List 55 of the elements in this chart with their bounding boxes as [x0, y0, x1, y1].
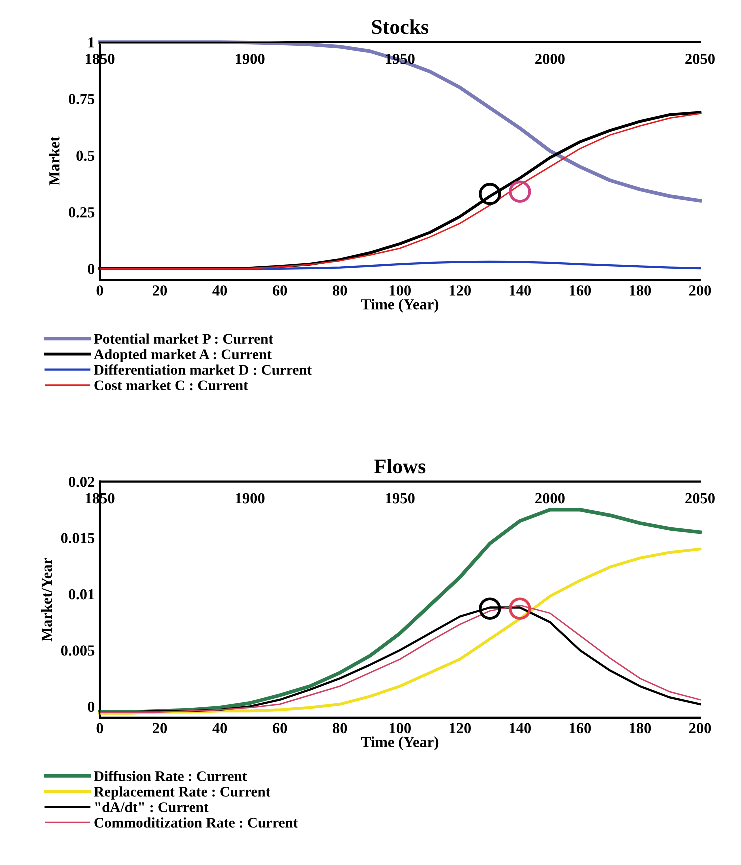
x-tick-label: 20: [153, 286, 168, 296]
y-tick-label: 0.75: [69, 94, 95, 105]
y-tick-label: 0.25: [69, 207, 95, 218]
x2-tick-label: 1950: [386, 493, 415, 504]
y-tick-label: 0.02: [69, 476, 95, 488]
y-tick-label: 0.015: [61, 533, 95, 544]
x-tick-label: 80: [332, 286, 348, 296]
legend-label: Commoditization Rate : Current: [94, 818, 298, 828]
x-tick-label: 0: [96, 723, 104, 734]
legend-label: Replacement Rate : Current: [94, 786, 271, 800]
x2-tick-label: 1900: [236, 493, 265, 504]
x-tick-label: 120: [450, 286, 472, 296]
x2-tick-label: 2000: [536, 493, 565, 504]
legend-label: "dA/dt" : Current: [96, 802, 209, 812]
x-tick-label: 120: [450, 723, 472, 734]
x2-tick-label: 1900: [236, 54, 265, 64]
legend-label: Cost market C : Current: [94, 380, 248, 391]
x-tick-label: 160: [570, 286, 592, 296]
x-tick-label: 180: [630, 286, 652, 296]
y-tick-label: 0: [88, 264, 95, 274]
y-tick-label: 0.01: [69, 589, 94, 600]
x-tick-label: 180: [630, 723, 652, 734]
x-tick-label: 60: [272, 286, 288, 296]
chart-title: Stocks: [372, 20, 429, 34]
x-tick-label: 80: [332, 723, 348, 734]
x-tick-label: 100: [390, 286, 412, 296]
x-tick-label: 20: [153, 723, 168, 734]
x-tick-label: 200: [689, 286, 712, 296]
y-axis-title: Market: [49, 136, 60, 186]
x-tick-label: 40: [212, 286, 228, 296]
chart-title: Flows: [374, 459, 426, 474]
x-tick-label: 200: [689, 723, 712, 734]
legend-label: Diffusion Rate : Current: [94, 770, 248, 782]
x-axis-title: Time (Year): [361, 736, 439, 751]
x-tick-label: 40: [212, 723, 228, 734]
x-tick-label: 160: [570, 723, 592, 734]
x-tick-label: 100: [390, 723, 412, 734]
y-tick-label: 0.005: [61, 646, 95, 656]
legend-label: Potential market P : Current: [94, 334, 274, 344]
y-tick-label: 0.5: [76, 150, 95, 162]
x2-tick-label: 2000: [536, 54, 565, 64]
legend-label: Adopted market A : Current: [94, 349, 272, 362]
x-tick-label: 60: [272, 723, 288, 734]
x2-tick-label: 1950: [386, 54, 415, 64]
x2-tick-label: 2050: [686, 493, 715, 504]
y-tick-label: 1: [88, 38, 94, 48]
x-tick-label: 0: [96, 286, 104, 296]
line-series: [98, 260, 702, 270]
x2-tick-label: 2050: [686, 54, 715, 64]
y-axis-title: Market/Year: [41, 558, 52, 642]
x-axis-title: Time (Year): [361, 298, 439, 313]
x-tick-label: 140: [510, 723, 532, 734]
y-tick-label: 0: [88, 702, 95, 712]
legend-label: Differentiation market D : Current: [94, 364, 312, 376]
x-tick-label: 140: [510, 286, 532, 296]
